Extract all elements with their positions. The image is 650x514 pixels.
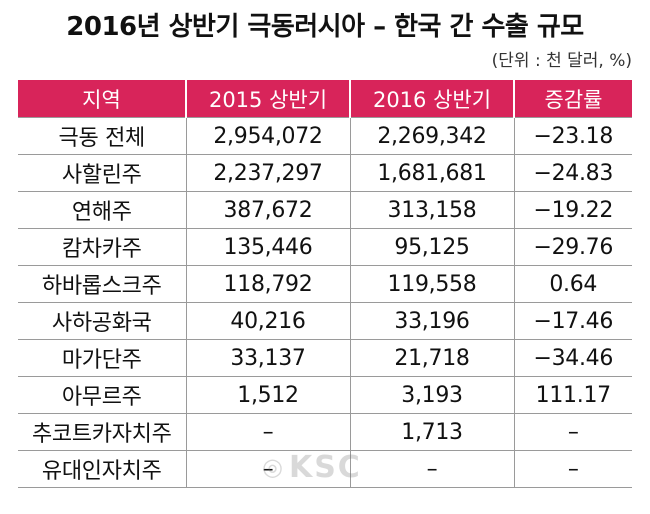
cell-2015: – [185, 450, 350, 488]
cell-2015: 40,216 [185, 302, 350, 340]
cell-change: 111.17 [513, 376, 632, 414]
cell-2015: – [185, 413, 350, 451]
cell-region: 아무르주 [18, 376, 186, 414]
globe-icon: ◎ [262, 453, 285, 481]
table-row: 연해주 387,672 313,158 −19.22 [18, 191, 632, 229]
cell-2015: 387,672 [185, 191, 350, 229]
cell-region: 마가단주 [18, 339, 186, 377]
cell-2016: 1,713 [349, 413, 514, 451]
watermark-text: KSC [288, 450, 362, 485]
cell-region: 사할린주 [18, 154, 186, 192]
table-header-row: 지역 2015 상반기 2016 상반기 증감률 [18, 80, 632, 118]
cell-2016: – [349, 450, 514, 488]
header-region: 지역 [18, 80, 186, 118]
cell-2015: 135,446 [185, 228, 350, 266]
cell-2015: 2,237,297 [185, 154, 350, 192]
cell-2015: 118,792 [185, 265, 350, 303]
header-2015-h1: 2015 상반기 [185, 80, 350, 118]
cell-change: – [513, 413, 632, 451]
table-row: 사할린주 2,237,297 1,681,681 −24.83 [18, 154, 632, 192]
cell-change: −17.46 [513, 302, 632, 340]
cell-2016: 95,125 [349, 228, 514, 266]
cell-region: 캄차카주 [18, 228, 186, 266]
watermark: ◎ KSC [262, 450, 362, 485]
table-row: 극동 전체 2,954,072 2,269,342 −23.18 [18, 117, 632, 155]
header-change-rate: 증감률 [513, 80, 632, 118]
table-row: 사하공화국 40,216 33,196 −17.46 [18, 302, 632, 340]
page-title: 2016년 상반기 극동러시아 – 한국 간 수출 규모 [66, 12, 584, 42]
cell-change: 0.64 [513, 265, 632, 303]
cell-2016: 313,158 [349, 191, 514, 229]
export-table: 지역 2015 상반기 2016 상반기 증감률 극동 전체 2,954,072… [18, 80, 632, 488]
cell-2016: 1,681,681 [349, 154, 514, 192]
cell-change: −34.46 [513, 339, 632, 377]
cell-2015: 1,512 [185, 376, 350, 414]
cell-change: −23.18 [513, 117, 632, 155]
table-row: 마가단주 33,137 21,718 −34.46 [18, 339, 632, 377]
cell-2016: 33,196 [349, 302, 514, 340]
cell-2016: 3,193 [349, 376, 514, 414]
table-row: 아무르주 1,512 3,193 111.17 [18, 376, 632, 414]
table-row: 캄차카주 135,446 95,125 −29.76 [18, 228, 632, 266]
cell-2015: 33,137 [185, 339, 350, 377]
table-row: 유대인자치주 – – – [18, 450, 632, 488]
cell-region: 연해주 [18, 191, 186, 229]
cell-region: 사하공화국 [18, 302, 186, 340]
cell-region: 하바롭스크주 [18, 265, 186, 303]
cell-region: 유대인자치주 [18, 450, 186, 488]
cell-region: 극동 전체 [18, 117, 186, 155]
table-row: 추코트카자치주 – 1,713 – [18, 413, 632, 451]
cell-change: – [513, 450, 632, 488]
cell-change: −24.83 [513, 154, 632, 192]
cell-2015: 2,954,072 [185, 117, 350, 155]
cell-change: −29.76 [513, 228, 632, 266]
unit-note: (단위 : 천 달러, %) [491, 51, 632, 71]
header-2016-h1: 2016 상반기 [349, 80, 514, 118]
cell-2016: 119,558 [349, 265, 514, 303]
cell-2016: 2,269,342 [349, 117, 514, 155]
cell-change: −19.22 [513, 191, 632, 229]
cell-2016: 21,718 [349, 339, 514, 377]
cell-region: 추코트카자치주 [18, 413, 186, 451]
table-row: 하바롭스크주 118,792 119,558 0.64 [18, 265, 632, 303]
